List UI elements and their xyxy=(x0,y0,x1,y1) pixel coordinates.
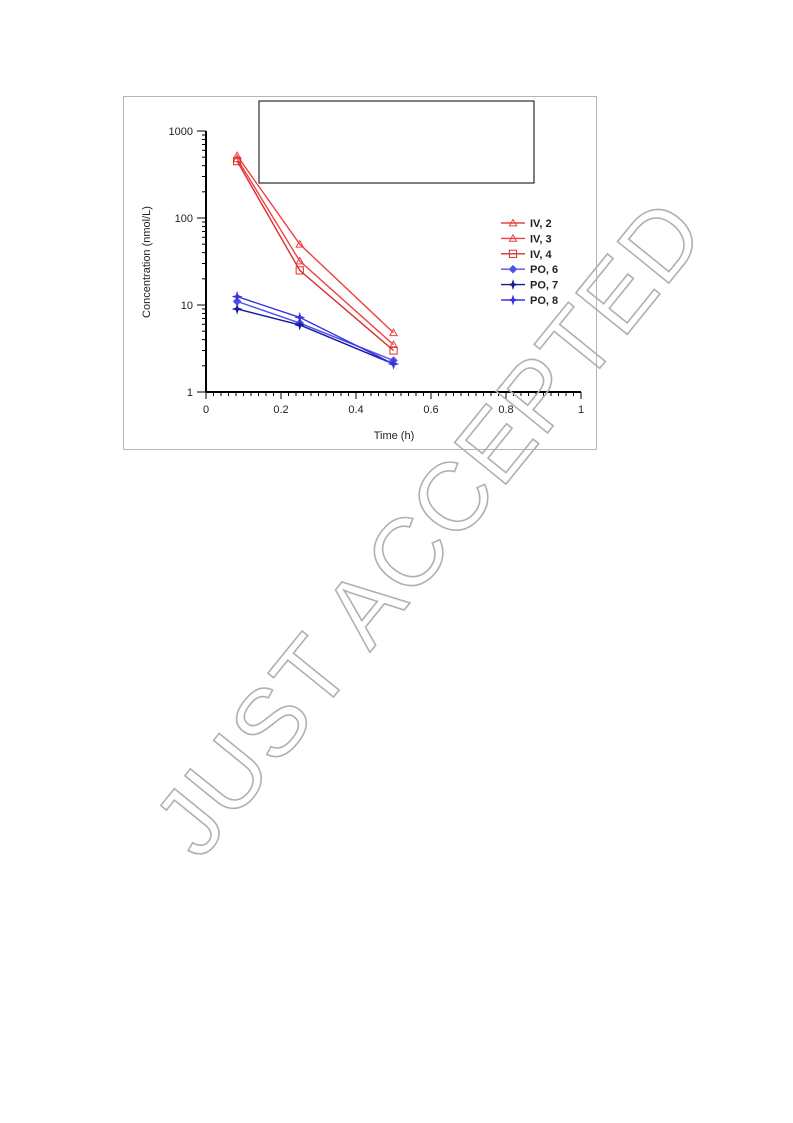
series-point xyxy=(295,266,304,275)
legend-marker xyxy=(508,218,518,227)
series-layer xyxy=(231,151,400,370)
blank-label-box xyxy=(258,100,535,184)
series-point xyxy=(294,319,306,331)
y-tick-label: 1 xyxy=(187,387,193,399)
chart-svg: 0 0.2 0.4 0.6 0.8 1 1 10 100 1000 IV, 2 IV, 3 IV, 4… xyxy=(141,100,585,442)
x-tick-label: 0.4 xyxy=(348,404,363,416)
legend-item: PO, 6 xyxy=(501,264,558,276)
x-tick-label: 0.8 xyxy=(498,404,513,416)
x-tick-label: 1 xyxy=(578,404,584,416)
legend-marker xyxy=(507,294,519,306)
axes: 0 0.2 0.4 0.6 0.8 1 1 10 100 1000 xyxy=(169,126,585,416)
x-tick-label: 0.2 xyxy=(273,404,288,416)
series-point xyxy=(233,157,242,166)
y-tick-label: 1000 xyxy=(169,126,193,138)
series-6 xyxy=(231,291,400,370)
series-point xyxy=(294,311,306,323)
series-point xyxy=(389,346,398,355)
y-tick-label: 100 xyxy=(175,213,193,225)
legend-label: PO, 6 xyxy=(530,264,558,276)
series-point xyxy=(389,340,398,349)
series-point xyxy=(389,328,398,337)
legend: IV, 2 IV, 3 IV, 4 PO, 6 PO, 7 PO, 8 xyxy=(501,218,558,307)
series-1 xyxy=(232,151,398,337)
legend-label: PO, 7 xyxy=(530,280,558,292)
legend-label: PO, 8 xyxy=(530,295,558,307)
legend-marker xyxy=(508,249,518,258)
x-axis-label: Time (h) xyxy=(374,430,415,442)
x-tick-label: 0.6 xyxy=(423,404,438,416)
legend-item: IV, 2 xyxy=(501,218,552,230)
series-3 xyxy=(233,157,398,355)
legend-label: IV, 3 xyxy=(530,233,552,245)
series-point xyxy=(231,291,243,303)
series-point xyxy=(232,151,242,160)
legend-item: PO, 7 xyxy=(501,279,558,292)
legend-item: PO, 8 xyxy=(501,294,558,307)
legend-item: IV, 3 xyxy=(501,233,552,245)
series-line xyxy=(236,160,394,352)
series-point xyxy=(295,256,305,265)
legend-label: IV, 2 xyxy=(530,218,552,230)
legend-label: IV, 4 xyxy=(530,249,552,261)
y-tick-label: 10 xyxy=(181,300,193,312)
series-line xyxy=(236,155,394,334)
chart-figure: 0 0.2 0.4 0.6 0.8 1 1 10 100 1000 IV, 2 IV, 3 IV, 4… xyxy=(123,96,597,450)
series-2 xyxy=(232,154,398,349)
series-point xyxy=(387,358,400,370)
legend-marker xyxy=(508,264,518,274)
series-line xyxy=(236,158,394,346)
y-axis-label: Concentration (nmol/L) xyxy=(141,206,153,318)
series-line xyxy=(236,308,394,365)
legend-marker xyxy=(507,279,519,291)
series-point xyxy=(295,239,305,248)
legend-item: IV, 4 xyxy=(501,249,552,261)
series-point xyxy=(231,303,243,315)
x-tick-label: 0 xyxy=(203,404,209,416)
legend-marker xyxy=(508,233,518,242)
